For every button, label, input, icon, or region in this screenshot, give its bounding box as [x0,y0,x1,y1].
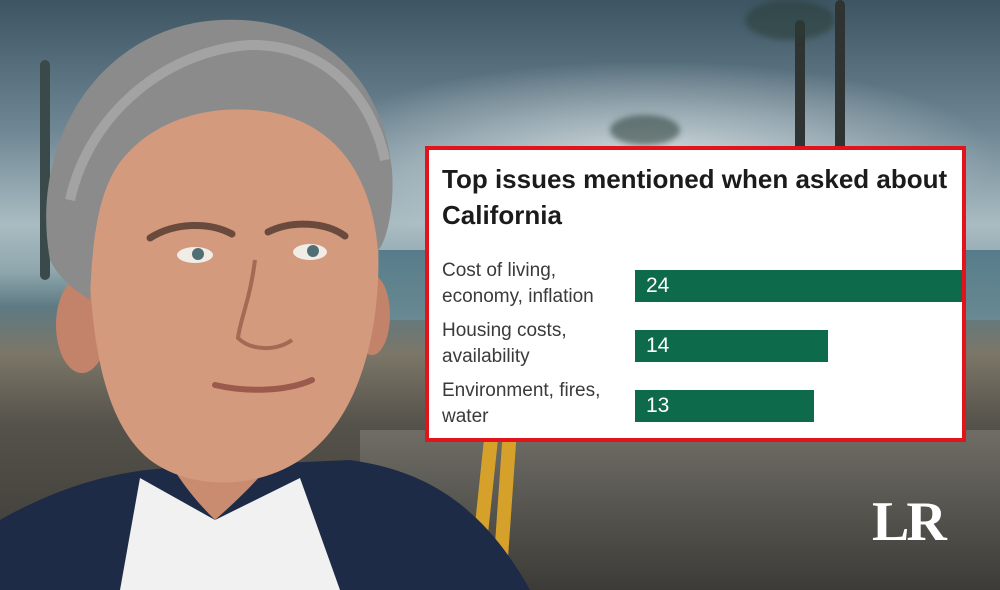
palm-leaves [745,0,835,40]
bar-value-label: 24 [646,274,670,297]
bar [635,270,962,302]
category-label: Housing costs, availability [442,318,637,370]
category-label: Cost of living, economy, inflation [442,258,637,310]
man-portrait [0,19,530,590]
category-label-line: Environment, fires, [442,380,601,401]
palm-leaves [610,115,680,145]
category-label: Environment, fires, water [442,378,637,430]
lr-logo: LR [872,491,947,553]
bar [635,330,828,362]
palm-tree [40,60,50,280]
chart-panel: Top issues mentioned when asked about Ca… [425,146,966,442]
category-label-line: availability [442,346,530,367]
bar-value-label: 14 [646,334,670,357]
category-label-line: Housing costs, [442,320,567,341]
bar [635,390,814,422]
palm-tree [835,0,845,170]
category-label-line: economy, inflation [442,286,594,307]
palm-tree [795,20,805,190]
bar-value-label: 13 [646,394,670,417]
category-label-line: water [442,406,489,427]
category-label-line: Cost of living, [442,260,557,281]
chart-title: Top issues mentioned when asked about Ca… [442,164,948,230]
